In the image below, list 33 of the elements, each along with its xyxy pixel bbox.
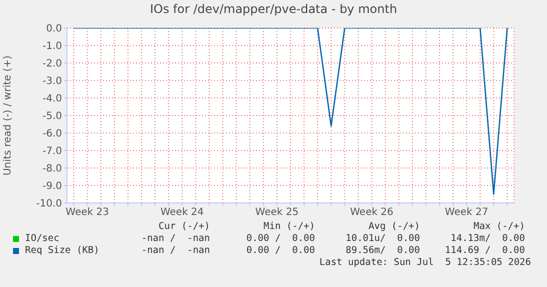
x-tick-label: Week 24 (160, 207, 204, 218)
text: 114.69 / 0.00 (444, 245, 525, 256)
x-tick-label: Week 27 (444, 207, 488, 218)
y-tick-label: -10.0 (36, 198, 62, 210)
y-tick-label: -3.0 (42, 76, 62, 88)
text: 0.00 / 0.00 (246, 245, 315, 256)
y-tick-label: -5.0 (42, 111, 62, 122)
text: -nan / -nan (141, 233, 210, 244)
y-tick-label: 0.0 (46, 24, 62, 35)
x-tick-label: Week 25 (255, 207, 299, 218)
y-tick-label: -4.0 (42, 94, 62, 105)
text: Last update: Sun Jul 5 12:35:05 2026 (319, 257, 531, 268)
y-axis-title: Units read (-) / write (+) (2, 55, 14, 176)
legend-label: Req Size (KB) (24, 245, 100, 256)
y-tick-label: -6.0 (42, 128, 62, 140)
text: Avg (-/+) (368, 221, 420, 232)
y-tick-label: -2.0 (42, 58, 62, 70)
text: 10.01u/ 0.00 (346, 233, 420, 244)
x-tick-label: Week 26 (350, 207, 394, 218)
text: 0.00 / 0.00 (246, 233, 315, 244)
x-tick-label: Week 23 (66, 207, 109, 218)
y-tick-label: -9.0 (42, 181, 62, 192)
text: -nan / -nan (141, 245, 210, 256)
chart-title: IOs for /dev/mapper/pve-data - by month (148, 2, 398, 16)
text: 14.13m/ 0.00 (450, 233, 525, 244)
text: Min (-/+) (264, 221, 315, 232)
legend-label: IO/sec (24, 233, 60, 244)
text: Cur (-/+) (158, 221, 210, 232)
text: Max (-/+) (474, 221, 525, 232)
y-tick-label: -7.0 (42, 146, 62, 158)
y-tick-label: -1.0 (42, 41, 62, 52)
y-tick-label: -8.0 (42, 164, 62, 175)
text: 89.56m/ 0.00 (346, 245, 420, 256)
